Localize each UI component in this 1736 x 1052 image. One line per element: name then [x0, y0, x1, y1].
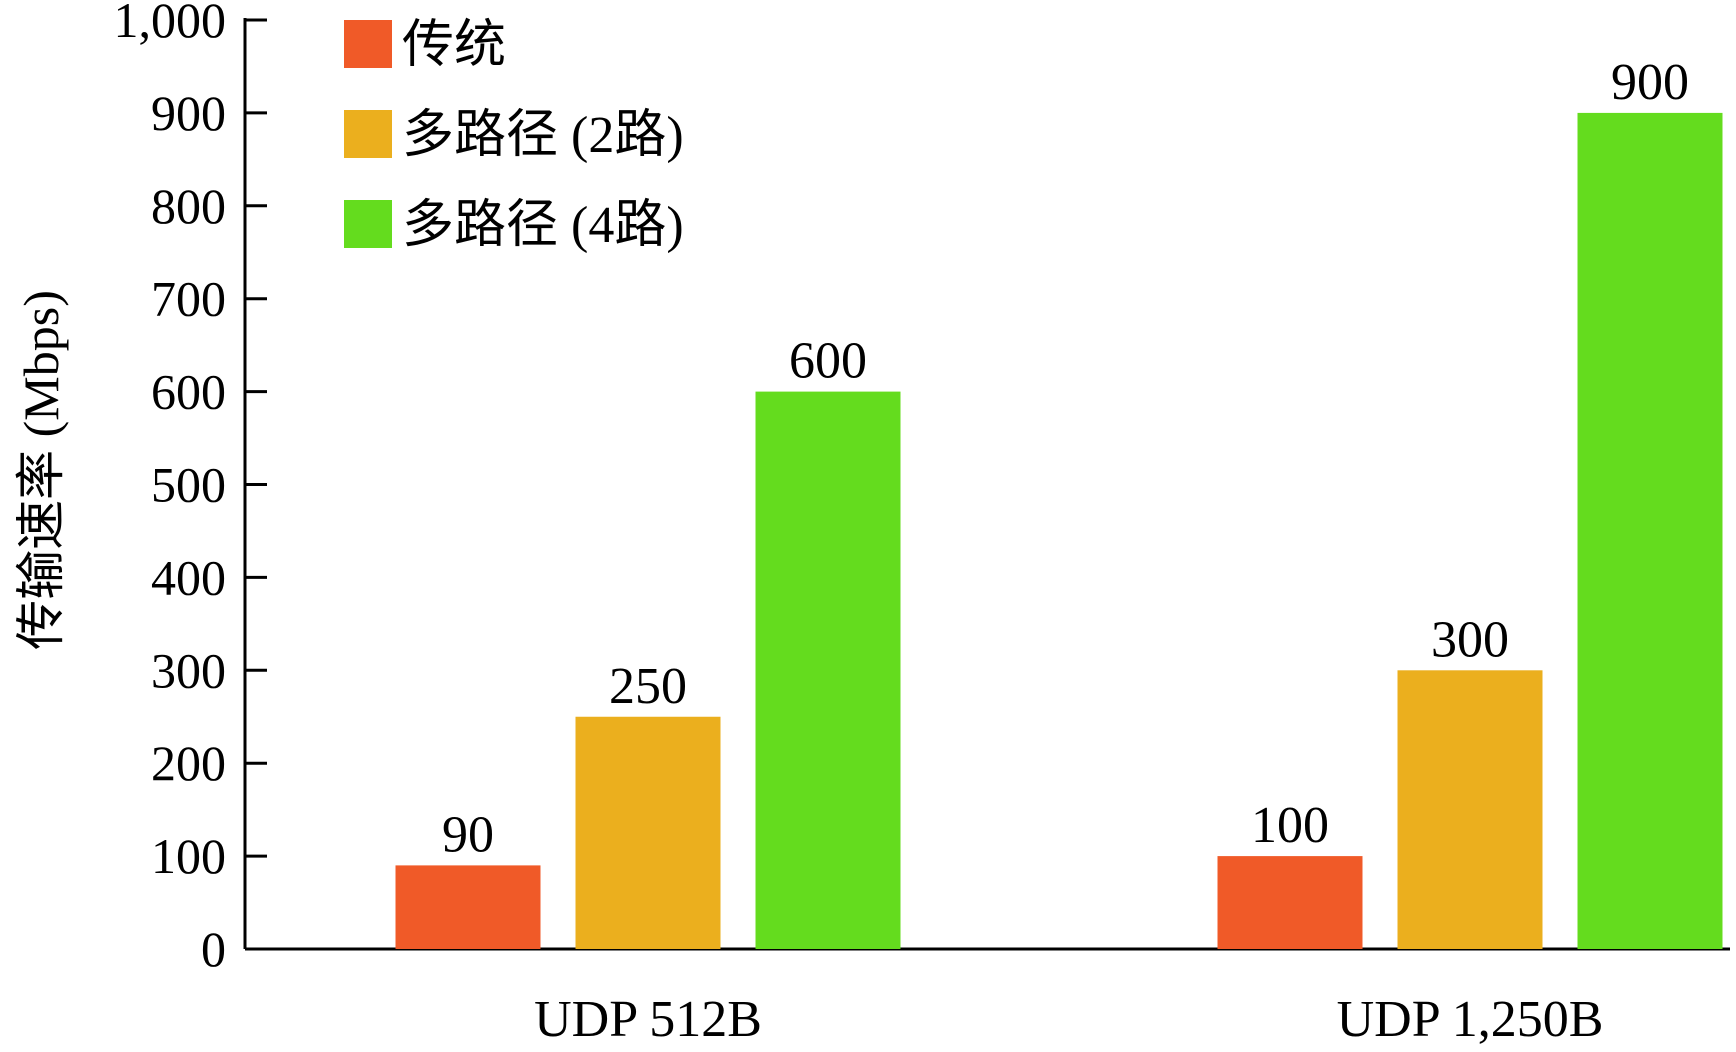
bar — [1397, 670, 1543, 949]
bar — [1577, 112, 1723, 949]
y-tick-label: 1,000 — [114, 0, 227, 48]
y-tick-label: 900 — [151, 85, 226, 141]
y-tick-label: 300 — [151, 642, 226, 698]
bar-data-label: 300 — [1431, 611, 1509, 668]
y-tick-label: 100 — [151, 828, 226, 884]
bar — [1217, 856, 1363, 949]
bar — [395, 865, 541, 949]
y-tick-label: 400 — [151, 549, 226, 605]
legend-swatch — [344, 200, 392, 248]
bar — [575, 716, 721, 949]
bar-data-label: 600 — [789, 333, 867, 390]
legend-label: 多路径 (4路) — [402, 197, 684, 254]
bar-data-label: 90 — [442, 806, 494, 863]
y-tick-label: 600 — [151, 364, 226, 420]
legend-label: 多路径 (2路) — [402, 107, 684, 164]
x-category-label: UDP 512B — [534, 991, 762, 1048]
bar-data-label: 900 — [1611, 54, 1689, 111]
legend-swatch — [344, 110, 392, 158]
bar-data-label: 100 — [1251, 797, 1329, 854]
bar — [755, 391, 901, 950]
legend-swatch — [344, 20, 392, 68]
y-tick-label: 200 — [151, 735, 226, 791]
bars: 90 250 600 100 300 900 — [395, 54, 1723, 950]
x-category-label: UDP 1,250B — [1337, 991, 1604, 1048]
bar-data-label: 250 — [609, 658, 687, 715]
y-axis-title: 传输速率 (Mbps) — [13, 290, 69, 650]
y-tick-label: 500 — [151, 457, 226, 513]
y-tick-label: 800 — [151, 178, 226, 234]
axes: 0 100 200 300 400 500 600 700 800 900 1,000 UDP 512… — [114, 0, 1730, 1048]
legend-label: 传统 — [402, 17, 506, 74]
y-tick-label: 700 — [151, 271, 226, 327]
y-tick-label: 0 — [201, 921, 226, 977]
